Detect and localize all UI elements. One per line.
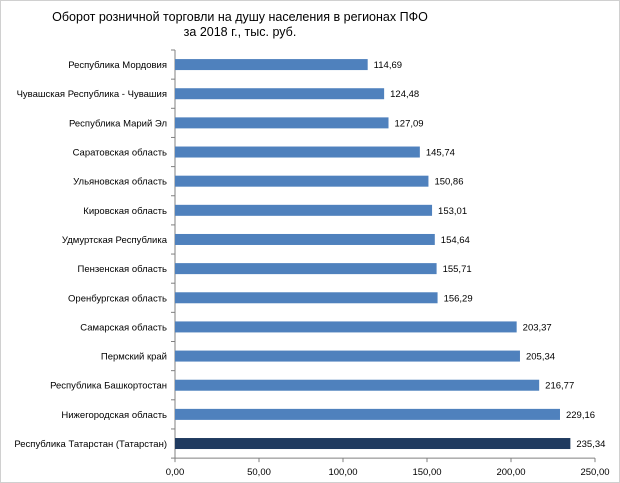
data-label: 155,71 [443, 264, 472, 275]
bar [175, 59, 368, 71]
x-tick-label: 0,00 [166, 467, 185, 478]
data-label: 235,34 [576, 439, 605, 450]
bar [175, 146, 420, 158]
data-label: 124,48 [390, 89, 419, 100]
data-label: 127,09 [395, 118, 424, 129]
bar [175, 408, 560, 420]
chart-title: Оборот розничной торговли на душу населе… [52, 10, 428, 24]
category-label: Удмуртская Республика [62, 235, 168, 246]
chart-subtitle: за 2018 г., тыс. руб. [183, 25, 297, 39]
bar [175, 438, 571, 450]
data-label: 153,01 [438, 206, 467, 217]
bar [175, 233, 435, 245]
category-label: Самарская область [80, 322, 167, 333]
bar [175, 263, 437, 275]
category-label: Кировская область [83, 206, 167, 217]
bar [175, 175, 429, 187]
x-tick-label: 100,00 [328, 467, 357, 478]
bar [175, 88, 385, 100]
x-tick-label: 200,00 [496, 467, 525, 478]
data-label: 156,29 [444, 293, 473, 304]
data-label: 216,77 [545, 381, 574, 392]
bar [175, 117, 389, 129]
category-label: Нижегородская область [61, 410, 167, 421]
data-label: 145,74 [426, 148, 455, 159]
category-label: Республика Башкортостан [50, 381, 167, 392]
data-label: 154,64 [441, 235, 470, 246]
category-label: Ульяновская область [73, 177, 167, 188]
category-label: Пензенская область [78, 264, 168, 275]
x-tick-label: 50,00 [247, 467, 271, 478]
bar [175, 350, 520, 362]
bar [175, 292, 438, 304]
data-label: 150,86 [434, 177, 463, 188]
bar [175, 321, 517, 333]
category-label: Оренбургская область [68, 293, 167, 304]
x-tick-label: 150,00 [412, 467, 441, 478]
data-label: 203,37 [523, 322, 552, 333]
bar [175, 379, 540, 391]
data-label: 229,16 [566, 410, 595, 421]
category-label: Республика Татарстан (Татарстан) [14, 439, 167, 450]
category-label: Республика Марий Эл [69, 118, 167, 129]
data-label: 205,34 [526, 352, 555, 363]
category-label: Республика Мордовия [68, 60, 167, 71]
x-tick-label: 250,00 [580, 467, 609, 478]
chart-title-block: Оборот розничной торговли на душу населе… [40, 10, 440, 40]
data-label: 114,69 [374, 60, 402, 71]
bar [175, 204, 433, 216]
category-label: Пермский край [101, 352, 167, 363]
category-label: Чувашская Республика - Чувашия [17, 89, 167, 100]
category-label: Саратовская область [73, 148, 167, 159]
